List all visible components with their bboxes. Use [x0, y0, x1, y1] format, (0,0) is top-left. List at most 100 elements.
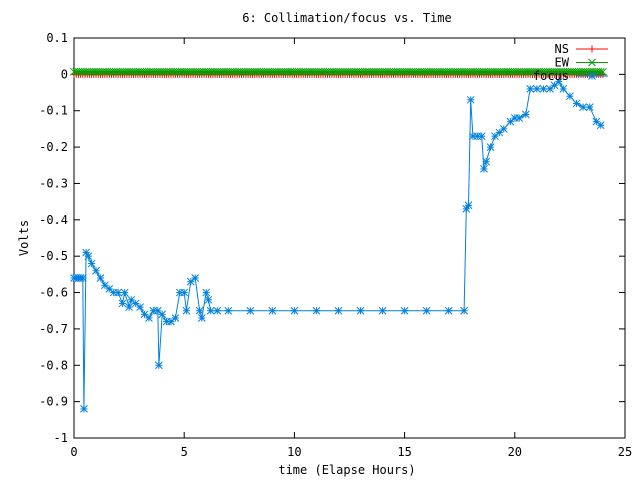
data-point-EW: [599, 67, 607, 76]
data-point-focus: [546, 85, 554, 93]
data-point-focus: [84, 252, 93, 261]
data-point-focus: [136, 303, 144, 311]
data-point-focus: [464, 201, 473, 210]
y-tick-label: -0.9: [39, 395, 68, 409]
data-point-focus: [290, 306, 299, 315]
x-tick-label: 0: [70, 445, 77, 459]
data-point-focus: [550, 81, 559, 90]
y-tick-label: -0.3: [39, 176, 68, 190]
data-point-focus: [480, 165, 488, 173]
y-tick-label: -0.8: [39, 358, 68, 372]
series-line-focus: [74, 80, 602, 409]
y-tick-label: 0: [61, 67, 68, 81]
data-point-focus: [127, 295, 136, 304]
chart-title: 6: Collimation/focus vs. Time: [242, 11, 452, 25]
data-point-focus: [592, 117, 601, 126]
data-point-EW: [596, 67, 605, 76]
legend-label-EW: EW: [555, 56, 570, 70]
data-point-focus: [92, 266, 100, 275]
data-point-focus: [202, 288, 211, 297]
data-point-focus: [334, 306, 343, 315]
series-EW: [70, 67, 607, 76]
data-point-focus: [486, 143, 495, 151]
data-point-focus: [477, 132, 486, 141]
x-tick-label: 10: [287, 445, 301, 459]
data-point-focus: [155, 361, 163, 370]
data-point-focus: [566, 92, 574, 101]
data-point-focus: [87, 259, 96, 268]
axes: 0 5 10 15 20 25 0.1 0 -0.1 -0.2 -0.3 -0.4 -0.5 -0.6 -0…: [39, 31, 632, 459]
data-point-focus: [80, 405, 88, 413]
data-point-focus: [140, 310, 149, 319]
y-tick-label: 0.1: [46, 31, 68, 45]
data-point-focus: [206, 306, 215, 315]
data-point-focus: [499, 125, 508, 133]
x-tick-label: 25: [618, 445, 632, 459]
data-point-focus: [491, 132, 499, 141]
series-layer: [70, 67, 607, 413]
data-point-focus: [167, 317, 175, 326]
data-point-focus: [572, 99, 581, 108]
plot-border: [73, 37, 626, 439]
y-axis-label: Volts: [17, 220, 31, 256]
data-point-focus: [356, 306, 365, 315]
data-point-focus: [532, 85, 541, 93]
data-point-focus: [579, 103, 587, 111]
legend-label-focus: focus: [533, 69, 569, 83]
data-point-focus: [105, 285, 114, 293]
data-point-focus: [312, 306, 321, 315]
y-tick-label: -0.5: [39, 249, 68, 263]
data-point-focus: [158, 310, 167, 319]
data-point-focus: [378, 306, 387, 315]
data-point-focus: [444, 306, 453, 315]
data-point-focus: [182, 306, 191, 315]
data-point-focus: [539, 85, 548, 93]
x-tick-label: 5: [181, 445, 188, 459]
data-point-focus: [186, 277, 195, 286]
data-point-focus: [78, 274, 87, 282]
y-tick-label: -0.1: [39, 104, 68, 118]
legend-label-NS: NS: [555, 42, 569, 56]
data-point-focus: [482, 157, 491, 166]
data-point-focus: [114, 288, 122, 297]
y-tick-label: -0.7: [39, 322, 68, 336]
data-point-focus: [495, 128, 504, 137]
data-point-focus: [466, 95, 475, 104]
data-point-focus: [96, 274, 105, 282]
data-point-focus: [197, 314, 206, 322]
data-point-focus: [120, 288, 129, 297]
data-point-focus: [521, 110, 530, 119]
data-point-focus: [268, 306, 277, 315]
data-point-focus: [555, 77, 563, 86]
data-point-focus: [585, 103, 594, 111]
data-point-focus: [400, 306, 409, 315]
series-focus: [70, 77, 605, 413]
data-point-focus: [180, 288, 189, 297]
data-point-focus: [118, 299, 127, 308]
data-point-focus: [506, 117, 515, 126]
y-tick-label: -1: [54, 431, 68, 445]
data-point-focus: [195, 306, 204, 315]
legend-marker-EW: [588, 58, 596, 67]
data-point-focus: [131, 299, 140, 308]
data-point-focus: [246, 306, 255, 315]
data-point-focus: [204, 295, 213, 304]
x-axis-label: time (Elapse Hours): [278, 463, 415, 477]
data-point-focus: [101, 281, 109, 290]
data-point-focus: [153, 306, 162, 315]
y-tick-label: -0.4: [39, 213, 68, 227]
data-point-focus: [460, 306, 468, 315]
legend-marker-focus: [588, 72, 596, 80]
y-tick-label: -0.6: [39, 286, 68, 300]
legend-marker-NS: [588, 45, 596, 53]
data-point-focus: [171, 314, 180, 322]
data-point-focus: [596, 121, 605, 130]
data-point-focus: [526, 85, 535, 93]
y-tick-label: -0.2: [39, 140, 68, 154]
x-tick-label: 15: [397, 445, 411, 459]
data-point-focus: [125, 303, 133, 311]
data-point-focus: [422, 306, 431, 315]
data-point-focus: [213, 306, 222, 315]
